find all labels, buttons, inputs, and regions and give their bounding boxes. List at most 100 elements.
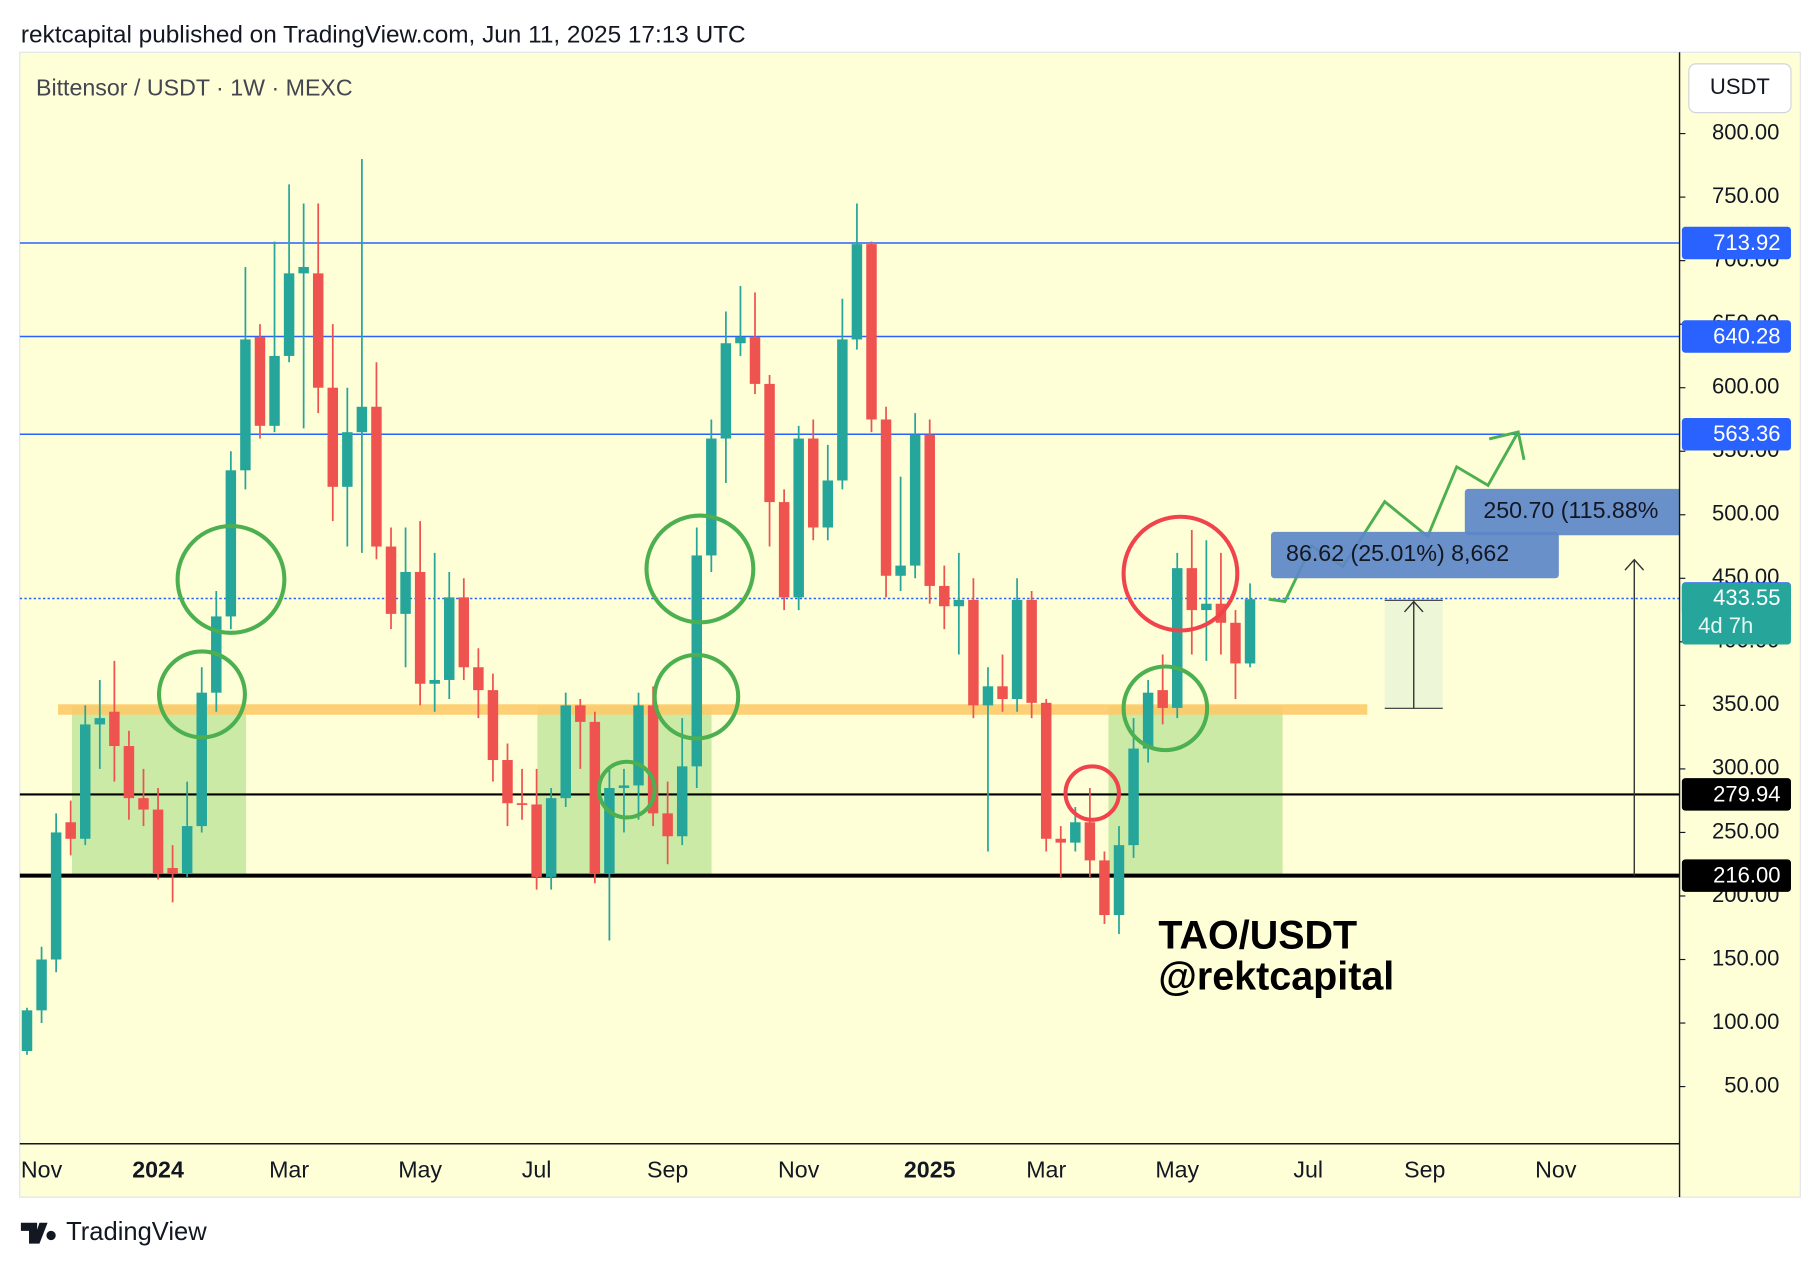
measure-arrowhead [1624, 558, 1645, 571]
circle [1063, 764, 1121, 822]
footer: TradingView [66, 1218, 207, 1246]
candle-body [866, 244, 877, 420]
circle [1121, 514, 1240, 633]
watermark: TAO/USDT [1158, 914, 1357, 958]
plot: 250.70 (115.88% 86.62 (25.01%) 8,662 TAO… [19, 158, 1680, 1055]
candle-body [880, 419, 892, 576]
candle-body [1040, 702, 1052, 839]
x-tick-label: Nov [1535, 1157, 1577, 1183]
y-tick-label: 50.00 [1724, 1072, 1779, 1097]
chart-title: Bittensor / USDT · 1W · MEXC [36, 75, 353, 101]
candle-body [604, 787, 615, 874]
x-tick-label: Sep [1404, 1157, 1445, 1183]
candle-body [982, 686, 994, 706]
measure-arrowhead [1403, 600, 1424, 613]
candle-body [633, 705, 644, 786]
circle [652, 652, 741, 741]
x-tick-label: Jul [522, 1157, 552, 1183]
candle-body [997, 686, 1008, 700]
candle-body [909, 434, 921, 566]
measure-label-box [1464, 488, 1680, 536]
candle-body [778, 502, 790, 598]
y-tick-label: 500.00 [1712, 501, 1779, 526]
candle-body [473, 667, 484, 691]
candle-body [1055, 838, 1067, 843]
y-tick-label: 150.00 [1712, 945, 1779, 970]
candle-body [764, 383, 775, 503]
candle-body [1099, 860, 1110, 916]
chart-background [19, 51, 1801, 1198]
projection-arrowhead [1488, 430, 1526, 461]
candle-body [575, 705, 586, 722]
x-tick-label: Nov [21, 1157, 63, 1183]
level-tag [1681, 226, 1791, 260]
level-tag-label: 563.36 [1713, 421, 1780, 446]
projection-path [1268, 431, 1520, 604]
x-tick-label: Mar [1026, 1157, 1066, 1183]
candle-body [196, 692, 207, 827]
logo-mark [20, 1222, 56, 1244]
x-tick-label: Jul [1293, 1157, 1323, 1183]
y-tick-label: 350.00 [1712, 691, 1779, 716]
candle-body [429, 679, 440, 684]
y-tick-label: 300.00 [1712, 755, 1779, 780]
candle-body [152, 809, 164, 874]
candle-body [735, 336, 746, 344]
currency-box [1688, 63, 1792, 114]
circle [1121, 664, 1210, 753]
candle-body [618, 785, 630, 788]
y-tick-label: 750.00 [1712, 183, 1779, 208]
y-tick-label: 100.00 [1712, 1009, 1779, 1034]
candle-body [1011, 599, 1023, 700]
level-tag-label: 279.94 [1713, 781, 1780, 806]
candle-body [240, 339, 251, 471]
candle-body [1201, 603, 1212, 611]
candle-body [458, 597, 470, 668]
candle-body [589, 721, 601, 874]
candle-body [50, 832, 62, 960]
candle-body [1230, 622, 1241, 664]
candle-body [939, 585, 950, 607]
x-tick-label: May [1155, 1157, 1199, 1183]
watermark: @rektcapital [1158, 954, 1394, 998]
candle-body [1026, 599, 1037, 703]
candle-body [1084, 822, 1096, 861]
candle-body [385, 546, 397, 614]
level-tag [1681, 859, 1791, 892]
level-tag [1681, 320, 1791, 353]
level-tag-label: 640.28 [1713, 324, 1780, 349]
y-tick-label: 800.00 [1712, 119, 1779, 144]
candle-body [444, 597, 455, 680]
candle-body [793, 438, 804, 598]
price-tag-label: 433.55 [1713, 585, 1780, 610]
measure-label-box [1270, 531, 1559, 579]
candle-body [1128, 748, 1139, 846]
candles [21, 158, 1256, 1055]
candle-body [676, 766, 688, 837]
logo: TradingView [20, 1218, 207, 1246]
x-tick-label: Mar [269, 1157, 309, 1183]
y-tick-label: 600.00 [1712, 374, 1779, 399]
candle-body [138, 798, 149, 810]
candle-body [560, 705, 571, 799]
candle-body [1244, 599, 1256, 664]
candle-body [502, 760, 513, 804]
circle [175, 523, 287, 635]
price-tags: 713.92640.28563.36434.07279.94216.00433.… [1681, 226, 1791, 892]
candle-body [254, 336, 266, 426]
level-tag-label: 216.00 [1713, 863, 1780, 888]
candle-body [342, 432, 353, 487]
candle-body [837, 339, 848, 481]
header: rektcapital published on TradingView.com… [21, 21, 746, 48]
candle-body [94, 718, 106, 725]
candle-body [181, 826, 193, 874]
circle [644, 513, 756, 625]
candle-body [1186, 568, 1198, 611]
level-tag [1681, 778, 1791, 811]
candle-body [298, 266, 309, 274]
candle-body [414, 571, 426, 684]
candle-body [531, 804, 542, 877]
